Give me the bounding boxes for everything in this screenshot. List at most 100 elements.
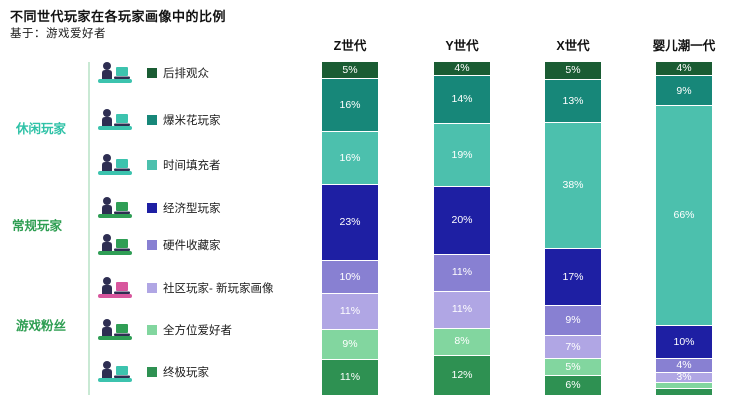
legend-label: 时间填充者: [163, 160, 221, 172]
segment-value-label: 7%: [565, 340, 581, 353]
bar-segment: 4%: [656, 358, 712, 372]
legend-item: 爆米花玩家: [95, 104, 221, 136]
bar-segment: 17%: [545, 248, 601, 306]
segment-value-label: 9%: [565, 314, 581, 327]
budget-player-icon: [95, 193, 135, 223]
stacked-bar: 5% 16% 16% 23% 10% 11% 9% 11%: [322, 62, 378, 395]
segment-value-label: 11%: [339, 305, 361, 318]
bar-segment: 20%: [434, 186, 490, 254]
bar-segment: 12%: [434, 354, 490, 395]
legend-item: 社区玩家- 新玩家画像: [95, 272, 274, 304]
bar-segment: 9%: [656, 75, 712, 106]
bar-segment: 38%: [545, 121, 601, 249]
segment-value-label: 11%: [339, 371, 361, 384]
community-player-icon: [95, 273, 135, 303]
generation-header: X世代: [556, 39, 590, 53]
segment-value-label: 11%: [451, 266, 473, 279]
segment-value-label: 4%: [454, 62, 470, 75]
backseat-viewer-icon: [95, 58, 135, 88]
legend-axis-line: [88, 62, 90, 395]
bar-segment: 9%: [545, 305, 601, 336]
legend-item: 经济型玩家: [95, 192, 221, 224]
bar-segment: 5%: [545, 62, 601, 79]
segment-value-label: 66%: [673, 209, 695, 222]
legend-item: 硬件收藏家: [95, 229, 221, 261]
legend-label: 爆米花玩家: [163, 115, 221, 127]
legend-group-label-2: 常规玩家: [12, 219, 63, 233]
legend-label: 全方位爱好者: [163, 325, 232, 337]
segment-value-label: 12%: [451, 369, 473, 381]
bar-segment: 16%: [322, 78, 378, 132]
legend-item: 终极玩家: [95, 356, 209, 388]
segment-value-label: 10%: [339, 270, 361, 283]
legend-color-swatch: [147, 283, 157, 293]
segment-value-label: 23%: [339, 216, 361, 229]
segment-value-label: 4%: [676, 62, 692, 75]
segment-value-label: 4%: [676, 359, 692, 372]
legend-color-swatch: [147, 325, 157, 335]
segment-value-label: 9%: [676, 84, 692, 97]
legend-color-swatch: [147, 68, 157, 78]
bar-segment: 4%: [656, 62, 712, 76]
ultimate-gamer-icon: [95, 357, 135, 387]
chart-subtitle: 基于：游戏爱好者: [10, 28, 106, 40]
generation-column-2: Y世代 4% 14% 19% 20% 11% 11% 8% 12%: [434, 39, 490, 395]
segment-value-label: 5%: [565, 360, 581, 373]
segment-value-label: 5%: [342, 63, 358, 76]
bar-segment: [656, 388, 712, 395]
bar-segment: 5%: [545, 358, 601, 375]
legend-label: 经济型玩家: [163, 203, 221, 215]
bar-segment: [656, 381, 712, 389]
bar-segment: 8%: [434, 327, 490, 355]
stacked-bar: 4% 9% 66% 10% 4% 3%: [656, 62, 712, 395]
time-filler-icon: [95, 150, 135, 180]
bar-segment: 6%: [545, 374, 601, 395]
segment-value-label: 10%: [673, 335, 695, 348]
legend-group-label-1: 休闲玩家: [16, 122, 67, 136]
legend-label: 硬件收藏家: [163, 240, 221, 252]
bar-segment: 9%: [322, 329, 378, 359]
segment-value-label: 17%: [562, 271, 584, 283]
legend-color-swatch: [147, 240, 157, 250]
legend-label: 后排观众: [163, 68, 209, 80]
bar-segment: 23%: [322, 183, 378, 260]
bar-segment: 11%: [322, 292, 378, 330]
segment-value-label: 16%: [339, 99, 361, 112]
segment-value-label: 11%: [451, 303, 473, 316]
bar-segment: 11%: [434, 253, 490, 291]
bar-segment: 14%: [434, 75, 490, 123]
generation-column-3: X世代 5% 13% 38% 17% 9% 7% 5% 6%: [545, 39, 601, 395]
allround-enthusiast-icon: [95, 315, 135, 345]
legend-color-swatch: [147, 367, 157, 377]
generation-column-4: 婴儿潮一代 4% 9% 66% 10% 4% 3%: [653, 39, 715, 395]
legend-color-swatch: [147, 115, 157, 125]
legend-item: 时间填充者: [95, 149, 221, 181]
segment-value-label: 9%: [342, 338, 358, 351]
generation-header: Z世代: [333, 39, 367, 53]
bar-segment: 13%: [545, 78, 601, 122]
chart-title: 不同世代玩家在各玩家画像中的比例: [10, 9, 227, 24]
segment-value-label: 5%: [565, 64, 581, 77]
bar-segment: 19%: [434, 122, 490, 187]
popcorn-player-icon: [95, 105, 135, 135]
segment-value-label: 6%: [565, 379, 581, 392]
segment-value-label: 8%: [454, 335, 470, 348]
legend-color-swatch: [147, 160, 157, 170]
bar-segment: 7%: [545, 335, 601, 359]
bar-segment: 4%: [434, 62, 490, 76]
bar-segment: 3%: [656, 371, 712, 382]
segment-value-label: 16%: [339, 151, 361, 164]
legend-label: 社区玩家- 新玩家画像: [163, 283, 274, 295]
legend-color-swatch: [147, 203, 157, 213]
bar-segment: 66%: [656, 105, 712, 326]
legend-item: 全方位爱好者: [95, 314, 232, 346]
bar-segment: 10%: [322, 259, 378, 293]
segment-value-label: 20%: [451, 214, 473, 227]
segment-value-label: 38%: [562, 179, 584, 192]
bar-segment: 5%: [322, 62, 378, 79]
legend-item: 后排观众: [95, 57, 209, 89]
hardware-collector-icon: [95, 230, 135, 260]
stacked-bar: 5% 13% 38% 17% 9% 7% 5% 6%: [545, 62, 601, 395]
generation-header: Y世代: [445, 39, 479, 53]
